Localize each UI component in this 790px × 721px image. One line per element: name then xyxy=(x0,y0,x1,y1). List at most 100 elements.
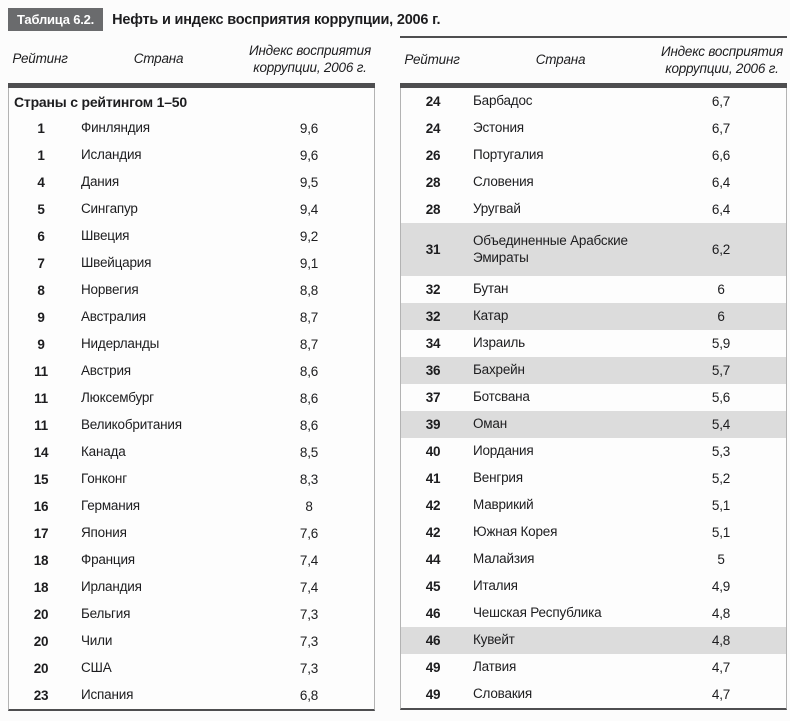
rank-cell: 49 xyxy=(425,687,441,702)
country-cell: Бельгия xyxy=(81,606,131,622)
column-header-rank: Рейтинг xyxy=(404,52,460,68)
country-cell: Швейцария xyxy=(81,255,152,271)
country-cell: Канада xyxy=(81,444,126,460)
right-table-header: Рейтинг Страна Индекс восприятия коррупц… xyxy=(400,36,787,83)
rank-cell: 15 xyxy=(33,472,49,487)
table-row: 15 Гонконг 8,3 xyxy=(9,466,374,493)
table-row: 40 Иордания 5,3 xyxy=(401,438,786,465)
country-cell: Великобритания xyxy=(81,417,182,433)
index-cell: 6,7 xyxy=(711,121,731,136)
column-header-index: Индекс восприятия коррупции, 2006 г. xyxy=(660,43,783,76)
index-cell: 8,6 xyxy=(299,418,319,433)
country-cell: Объединенные Арабские Эмираты xyxy=(473,232,628,265)
index-cell: 8,6 xyxy=(299,391,319,406)
index-cell: 4,8 xyxy=(711,606,731,621)
country-cell: Ирландия xyxy=(81,579,142,595)
index-cell: 4,8 xyxy=(711,633,731,648)
index-cell: 8,3 xyxy=(299,472,319,487)
country-cell: Катар xyxy=(473,308,509,324)
rank-cell: 17 xyxy=(33,526,49,541)
right-table: Рейтинг Страна Индекс восприятия коррупц… xyxy=(400,36,787,711)
table-row: 32 Катар 6 xyxy=(401,303,786,330)
country-cell: Нидерланды xyxy=(81,336,160,352)
rank-cell: 42 xyxy=(425,498,441,513)
index-cell: 6 xyxy=(717,309,725,324)
country-cell: Бахрейн xyxy=(473,362,525,378)
header-divider xyxy=(8,83,375,88)
index-cell: 9,4 xyxy=(299,202,319,217)
country-cell: Латвия xyxy=(473,659,517,675)
table-row: 36 Бахрейн 5,7 xyxy=(401,357,786,384)
table-row: 1 Исландия 9,6 xyxy=(9,142,374,169)
table-title: Нефть и индекс восприятия коррупции, 200… xyxy=(112,11,441,28)
table-row: 18 Ирландия 7,4 xyxy=(9,574,374,601)
rank-cell: 32 xyxy=(425,282,441,297)
country-cell: Чили xyxy=(81,633,113,649)
index-cell: 5,6 xyxy=(711,390,731,405)
column-header-index: Индекс восприятия коррупции, 2006 г. xyxy=(248,42,371,75)
table-row: 23 Испания 6,8 xyxy=(9,682,374,709)
column-header-country: Страна xyxy=(133,51,184,67)
country-cell: Словакия xyxy=(473,686,532,702)
index-cell: 6,2 xyxy=(711,242,731,257)
country-cell: Малайзия xyxy=(473,551,535,567)
country-cell: Маврикий xyxy=(473,497,534,513)
table-row: 6 Швеция 9,2 xyxy=(9,223,374,250)
rank-cell: 8 xyxy=(37,283,45,298)
column-header-country: Страна xyxy=(535,52,586,68)
table-row: 8 Норвегия 8,8 xyxy=(9,277,374,304)
rank-cell: 24 xyxy=(425,94,441,109)
rank-cell: 42 xyxy=(425,525,441,540)
table-row: 41 Венгрия 5,2 xyxy=(401,465,786,492)
country-cell: Израиль xyxy=(473,335,525,351)
table-row: 28 Словения 6,4 xyxy=(401,169,786,196)
country-cell: Австрия xyxy=(81,363,131,379)
index-cell: 6,6 xyxy=(711,148,731,163)
country-cell: Португалия xyxy=(473,147,544,163)
table-row: 42 Южная Корея 5,1 xyxy=(401,519,786,546)
rank-cell: 44 xyxy=(425,552,441,567)
rank-cell: 32 xyxy=(425,309,441,324)
rank-cell: 14 xyxy=(33,445,49,460)
index-cell: 4,7 xyxy=(711,687,731,702)
country-cell: Норвегия xyxy=(81,282,139,298)
country-cell: Венгрия xyxy=(473,470,523,486)
index-cell: 7,4 xyxy=(299,580,319,595)
section-header: Страны с рейтингом 1–50 xyxy=(14,93,187,110)
rank-cell: 1 xyxy=(37,148,45,163)
country-cell: Барбадос xyxy=(473,93,533,109)
rank-cell: 16 xyxy=(33,499,49,514)
index-cell: 8 xyxy=(305,499,313,514)
index-cell: 9,5 xyxy=(299,175,319,190)
table-row: 26 Португалия 6,6 xyxy=(401,142,786,169)
index-cell: 6,8 xyxy=(299,688,319,703)
country-cell: Германия xyxy=(81,498,140,514)
country-cell: Уругвай xyxy=(473,201,521,217)
country-cell: Оман xyxy=(473,416,507,432)
column-header-rank: Рейтинг xyxy=(12,51,68,67)
rank-cell: 40 xyxy=(425,444,441,459)
index-cell: 5,2 xyxy=(711,471,731,486)
rank-cell: 39 xyxy=(425,417,441,432)
rank-cell: 7 xyxy=(37,256,45,271)
country-cell: Италия xyxy=(473,578,518,594)
index-cell: 5,1 xyxy=(711,525,731,540)
rank-cell: 18 xyxy=(33,553,49,568)
index-cell: 5,4 xyxy=(711,417,731,432)
index-cell: 9,2 xyxy=(299,229,319,244)
index-cell: 5,1 xyxy=(711,498,731,513)
rank-cell: 28 xyxy=(425,175,441,190)
index-cell: 4,7 xyxy=(711,660,731,675)
index-cell: 8,7 xyxy=(299,310,319,325)
header-divider xyxy=(400,83,787,88)
table-row: 20 Чили 7,3 xyxy=(9,628,374,655)
table-row: 37 Ботсвана 5,6 xyxy=(401,384,786,411)
rank-cell: 20 xyxy=(33,661,49,676)
rank-cell: 9 xyxy=(37,337,45,352)
table-row: 18 Франция 7,4 xyxy=(9,547,374,574)
index-cell: 6,4 xyxy=(711,202,731,217)
country-cell: Испания xyxy=(81,687,134,703)
index-cell: 9,6 xyxy=(299,148,319,163)
index-cell: 7,4 xyxy=(299,553,319,568)
table-row: 1 Финляндия 9,6 xyxy=(9,115,374,142)
